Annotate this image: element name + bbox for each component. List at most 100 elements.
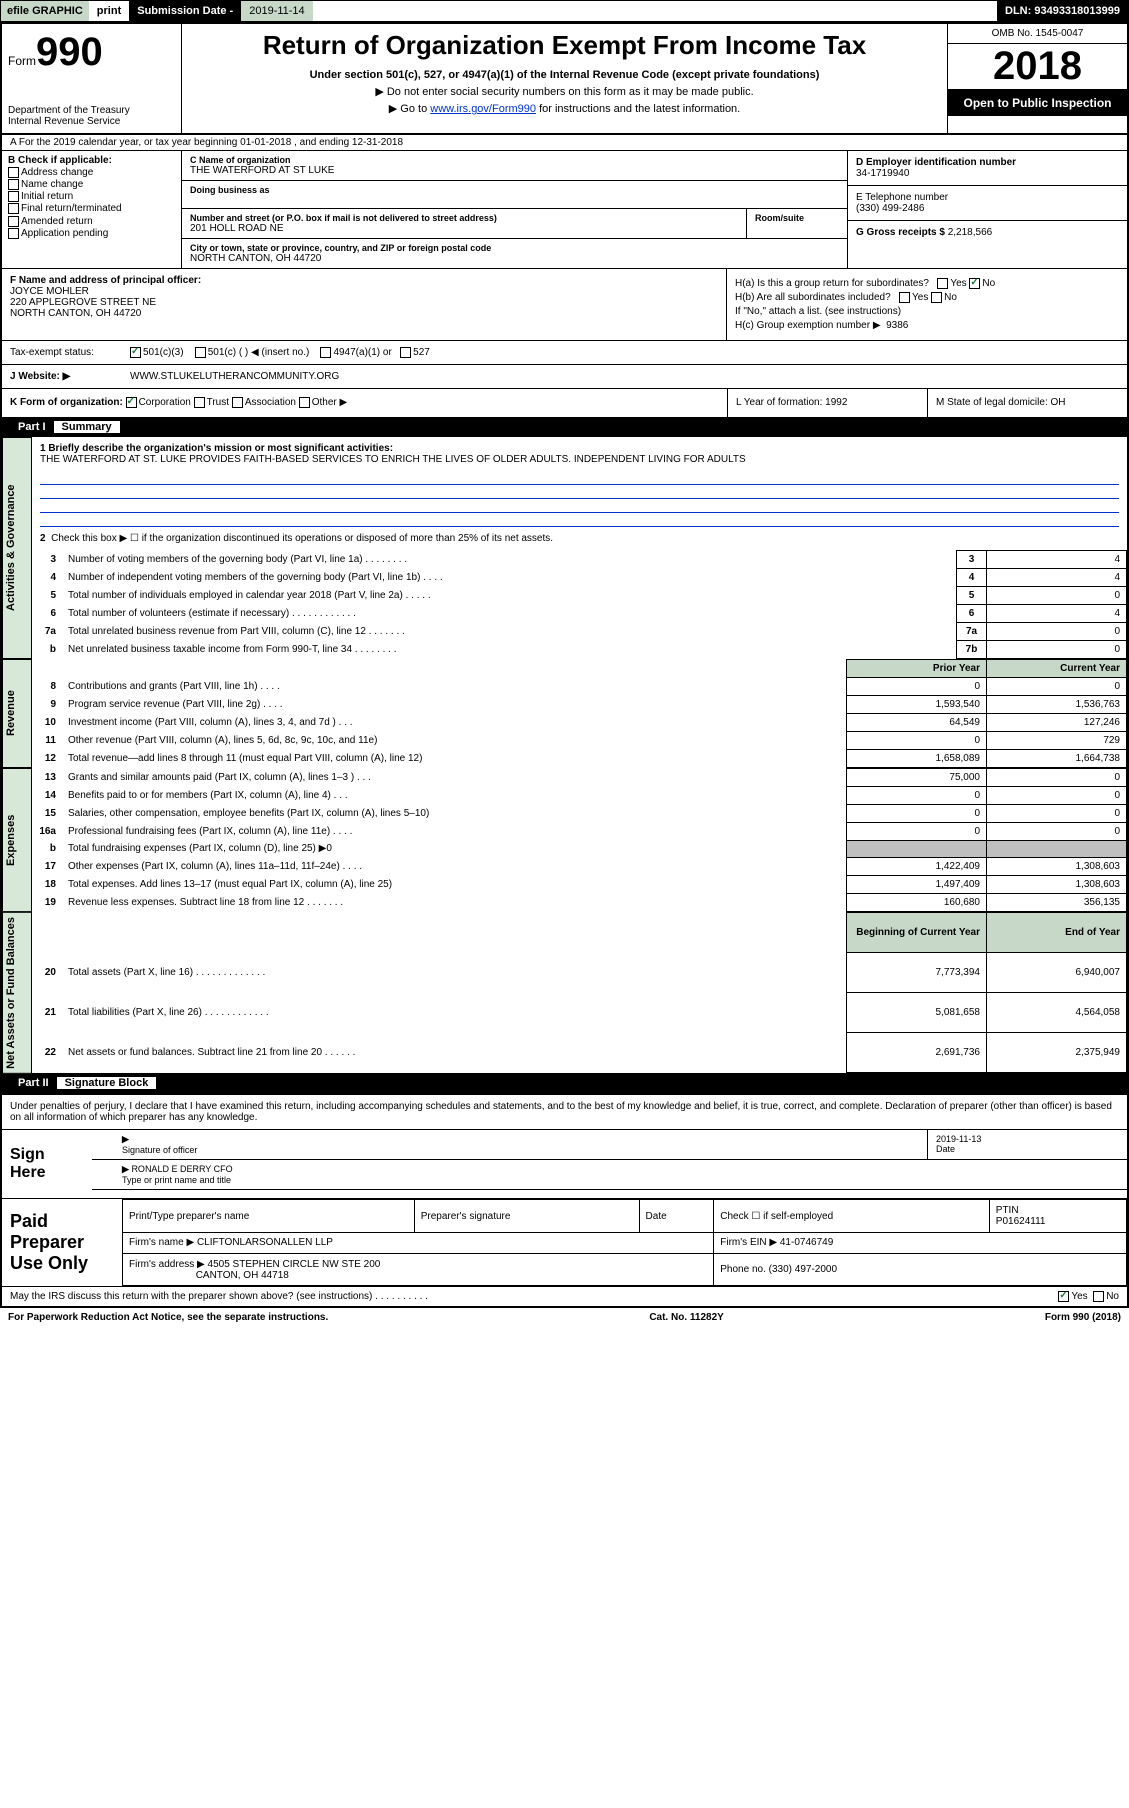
g-label: G Gross receipts $ bbox=[856, 227, 945, 238]
phone-value: (330) 497-2000 bbox=[769, 1264, 837, 1275]
submission-date: 2019-11-14 bbox=[241, 1, 312, 21]
gross-receipts: 2,218,566 bbox=[948, 227, 993, 238]
l-year: L Year of formation: 1992 bbox=[727, 389, 927, 416]
room-label: Room/suite bbox=[755, 213, 839, 223]
firm-name: CLIFTONLARSONALLEN LLP bbox=[197, 1237, 333, 1248]
check-trust[interactable] bbox=[194, 397, 205, 408]
sign-here-label: Sign Here bbox=[2, 1130, 92, 1198]
i-label: Tax-exempt status: bbox=[10, 347, 130, 358]
public-inspection: Open to Public Inspection bbox=[948, 90, 1127, 116]
prep-self-emp: Check ☐ if self-employed bbox=[714, 1200, 990, 1233]
j-label: J Website: ▶ bbox=[10, 371, 130, 382]
street-address: 201 HOLL ROAD NE bbox=[190, 223, 738, 234]
line-a: A For the 2019 calendar year, or tax yea… bbox=[2, 135, 1127, 151]
telephone: (330) 499-2486 bbox=[856, 203, 1119, 214]
check-527[interactable] bbox=[400, 347, 411, 358]
prep-name-label: Print/Type preparer's name bbox=[123, 1200, 415, 1233]
city-label: City or town, state or province, country… bbox=[190, 243, 839, 253]
firm-addr2: CANTON, OH 44718 bbox=[196, 1270, 289, 1281]
footer-left: For Paperwork Reduction Act Notice, see … bbox=[8, 1312, 328, 1323]
sig-date-value: 2019-11-13 bbox=[936, 1134, 981, 1144]
officer-name: JOYCE MOHLER bbox=[10, 286, 718, 297]
org-name: THE WATERFORD AT ST LUKE bbox=[190, 165, 839, 176]
website-url: WWW.STLUKELUTHERANCOMMUNITY.ORG bbox=[130, 371, 339, 382]
q2: Check this box ▶ ☐ if the organization d… bbox=[51, 533, 553, 544]
prep-sig-label: Preparer's signature bbox=[414, 1200, 639, 1233]
expenses-table: 13Grants and similar amounts paid (Part … bbox=[32, 768, 1127, 912]
check-final[interactable]: Final return/terminated bbox=[8, 203, 175, 214]
hc-value: 9386 bbox=[886, 320, 908, 331]
form-subtitle: Under section 501(c), 527, or 4947(a)(1)… bbox=[188, 69, 941, 81]
c-label: C Name of organization bbox=[190, 155, 839, 165]
submission-label: Submission Date - bbox=[129, 1, 241, 21]
irs-link[interactable]: www.irs.gov/Form990 bbox=[430, 103, 536, 115]
hb-yes[interactable] bbox=[899, 292, 910, 303]
paid-preparer-label: Paid Preparer Use Only bbox=[2, 1199, 122, 1286]
check-other[interactable] bbox=[299, 397, 310, 408]
form-label: Form bbox=[8, 54, 36, 68]
website-row: J Website: ▶ WWW.STLUKELUTHERANCOMMUNITY… bbox=[2, 364, 1127, 388]
side-revenue: Revenue bbox=[2, 659, 32, 768]
city-value: NORTH CANTON, OH 44720 bbox=[190, 253, 839, 264]
firm-addr-label: Firm's address ▶ bbox=[129, 1259, 205, 1270]
sign-here-block: Sign Here ▶Signature of officer 2019-11-… bbox=[2, 1129, 1127, 1198]
dept-treasury: Department of the Treasury Internal Reve… bbox=[8, 105, 175, 127]
sig-officer-label: Signature of officer bbox=[122, 1145, 197, 1155]
footer-right: Form 990 (2018) bbox=[1045, 1312, 1121, 1323]
check-corp[interactable] bbox=[126, 397, 137, 408]
officer-typed-name: RONALD E DERRY CFO bbox=[131, 1164, 232, 1174]
officer-addr2: NORTH CANTON, OH 44720 bbox=[10, 308, 718, 319]
side-activities: Activities & Governance bbox=[2, 437, 32, 659]
b-header: B Check if applicable: bbox=[8, 155, 175, 166]
print-button[interactable]: print bbox=[89, 1, 129, 21]
note-link: ▶ Go to www.irs.gov/Form990 for instruct… bbox=[188, 102, 941, 115]
form-number: 990 bbox=[36, 30, 103, 75]
officer-row: F Name and address of principal officer:… bbox=[2, 268, 1127, 340]
declaration: Under penalties of perjury, I declare th… bbox=[2, 1093, 1127, 1129]
tax-year: 2018 bbox=[948, 44, 1127, 90]
footer-mid: Cat. No. 11282Y bbox=[649, 1312, 723, 1323]
paid-preparer-block: Paid Preparer Use Only Print/Type prepar… bbox=[2, 1198, 1127, 1286]
check-501c[interactable] bbox=[195, 347, 206, 358]
mission-text: THE WATERFORD AT ST. LUKE PROVIDES FAITH… bbox=[40, 454, 1119, 465]
addr-label: Number and street (or P.O. box if mail i… bbox=[190, 213, 738, 223]
hc-label: H(c) Group exemption number ▶ bbox=[735, 320, 881, 331]
k-row: K Form of organization: Corporation Trus… bbox=[2, 388, 1127, 416]
form-header: Form 990 Department of the Treasury Inte… bbox=[2, 24, 1127, 135]
note-ssn: ▶ Do not enter social security numbers o… bbox=[188, 85, 941, 98]
check-pending[interactable]: Application pending bbox=[8, 228, 175, 239]
hb-no[interactable] bbox=[931, 292, 942, 303]
check-501c3[interactable] bbox=[130, 347, 141, 358]
f-label: F Name and address of principal officer: bbox=[10, 275, 718, 286]
check-initial[interactable]: Initial return bbox=[8, 191, 175, 202]
ein: 34-1719940 bbox=[856, 168, 1119, 179]
ha-no[interactable] bbox=[969, 278, 980, 289]
dba-label: Doing business as bbox=[190, 185, 839, 195]
section-b-to-g: B Check if applicable: Address change Na… bbox=[2, 151, 1127, 268]
net-assets-table: Beginning of Current YearEnd of Year20To… bbox=[32, 912, 1127, 1074]
officer-addr1: 220 APPLEGROVE STREET NE bbox=[10, 297, 718, 308]
part1-header: Part I Summary bbox=[2, 417, 1127, 437]
check-assoc[interactable] bbox=[232, 397, 243, 408]
omb-number: OMB No. 1545-0047 bbox=[948, 24, 1127, 44]
side-net-assets: Net Assets or Fund Balances bbox=[2, 912, 32, 1074]
check-address[interactable]: Address change bbox=[8, 167, 175, 178]
check-name[interactable]: Name change bbox=[8, 179, 175, 190]
irs-discuss-q: May the IRS discuss this return with the… bbox=[10, 1291, 428, 1302]
form-title: Return of Organization Exempt From Incom… bbox=[188, 30, 941, 61]
firm-name-label: Firm's name ▶ bbox=[129, 1237, 194, 1248]
check-4947[interactable] bbox=[320, 347, 331, 358]
check-amended[interactable]: Amended return bbox=[8, 216, 175, 227]
discuss-no[interactable] bbox=[1093, 1291, 1104, 1302]
ha-yes[interactable] bbox=[937, 278, 948, 289]
tax-status-row: Tax-exempt status: 501(c)(3) 501(c) ( ) … bbox=[2, 340, 1127, 364]
dln: DLN: 93493318013999 bbox=[997, 1, 1128, 21]
discuss-yes[interactable] bbox=[1058, 1291, 1069, 1302]
prep-ptin: PTIN P01624111 bbox=[989, 1200, 1126, 1233]
hb-label: H(b) Are all subordinates included? bbox=[735, 292, 891, 303]
q1: 1 Briefly describe the organization's mi… bbox=[40, 443, 1119, 454]
phone-label: Phone no. bbox=[720, 1264, 766, 1275]
efile-label: efile GRAPHIC bbox=[1, 1, 89, 21]
part2-header: Part II Signature Block bbox=[2, 1073, 1127, 1093]
governance-table: 3Number of voting members of the governi… bbox=[32, 550, 1127, 659]
